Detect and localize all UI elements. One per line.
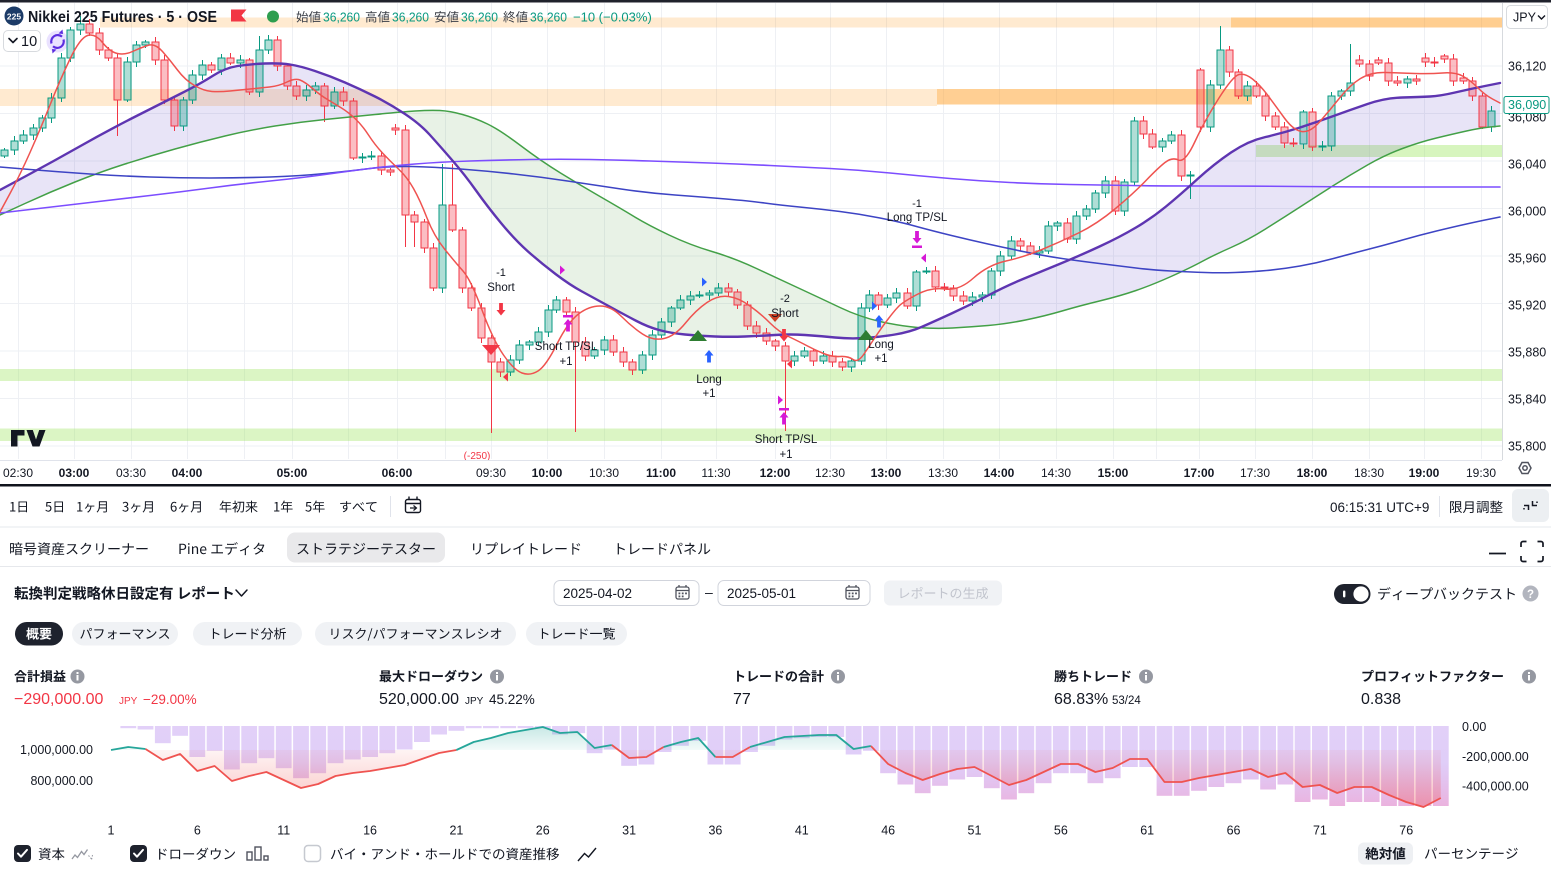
svg-text:+1: +1: [559, 356, 572, 368]
svg-text:36,090: 36,090: [1508, 98, 1546, 112]
svg-text:61: 61: [1140, 824, 1154, 838]
svg-text:05:00: 05:00: [277, 466, 308, 480]
svg-text:Short: Short: [487, 282, 515, 294]
svg-text:46: 46: [881, 824, 895, 838]
svg-text:11:30: 11:30: [701, 466, 730, 480]
svg-text:13:30: 13:30: [928, 466, 958, 480]
svg-text:35,840: 35,840: [1508, 393, 1546, 407]
svg-text:17:30: 17:30: [1240, 466, 1270, 480]
svg-text:Short TP/SL: Short TP/SL: [755, 434, 818, 446]
svg-text:68.83%: 68.83%: [1054, 691, 1108, 708]
svg-text:35,880: 35,880: [1508, 346, 1546, 360]
svg-text:0.838: 0.838: [1361, 691, 1401, 708]
svg-text:6: 6: [194, 824, 201, 838]
svg-text:11:00: 11:00: [646, 466, 676, 480]
svg-text:+1: +1: [779, 449, 792, 461]
svg-text:36,260: 36,260: [461, 10, 498, 25]
svg-text:71: 71: [1313, 824, 1327, 838]
svg-text:36,260: 36,260: [323, 10, 360, 25]
svg-text:45.22%: 45.22%: [489, 692, 535, 707]
svg-text:35,960: 35,960: [1508, 252, 1546, 266]
svg-text:Long: Long: [868, 339, 894, 351]
svg-text:41: 41: [795, 824, 809, 838]
svg-text:03:30: 03:30: [116, 466, 146, 480]
svg-text:12:30: 12:30: [815, 466, 845, 480]
svg-text:-2: -2: [780, 293, 790, 305]
svg-text:Short TP/SL: Short TP/SL: [535, 341, 598, 353]
svg-text:19:30: 19:30: [1466, 466, 1496, 480]
svg-text:2025-04-02: 2025-04-02: [563, 586, 632, 601]
svg-text:04:00: 04:00: [172, 466, 203, 480]
svg-text:53/24: 53/24: [1112, 695, 1141, 707]
svg-text:03:00: 03:00: [59, 466, 90, 480]
svg-text:36,040: 36,040: [1508, 158, 1546, 172]
svg-text:?: ?: [1527, 589, 1534, 601]
svg-text:31: 31: [622, 824, 636, 838]
svg-text:Long: Long: [696, 374, 722, 386]
svg-text:10: 10: [21, 34, 37, 50]
svg-text:Nikkei 225 Futures · 5 · OSE: Nikkei 225 Futures · 5 · OSE: [28, 9, 217, 26]
svg-text:-1: -1: [496, 267, 506, 279]
svg-text:–: –: [705, 584, 713, 600]
svg-text:21: 21: [449, 824, 463, 838]
svg-text:800,000.00: 800,000.00: [30, 774, 93, 788]
svg-text:0.00: 0.00: [1462, 720, 1486, 734]
svg-text:225: 225: [7, 12, 21, 22]
svg-text:02:30: 02:30: [3, 466, 33, 480]
svg-text:19:00: 19:00: [1409, 466, 1440, 480]
svg-text:18:30: 18:30: [1354, 466, 1384, 480]
svg-text:14:00: 14:00: [984, 466, 1015, 480]
svg-text:12:00: 12:00: [760, 466, 791, 480]
svg-text:10:30: 10:30: [589, 466, 619, 480]
svg-text:2025-05-01: 2025-05-01: [727, 586, 796, 601]
svg-text:26: 26: [536, 824, 550, 838]
svg-text:1,000,000.00: 1,000,000.00: [20, 743, 93, 757]
svg-text:Long TP/SL: Long TP/SL: [887, 212, 948, 224]
svg-text:JPY: JPY: [119, 696, 138, 707]
svg-text:16: 16: [363, 824, 377, 838]
svg-text:14:30: 14:30: [1041, 466, 1071, 480]
svg-text:06:00: 06:00: [382, 466, 413, 480]
svg-text:1: 1: [108, 824, 115, 838]
svg-text:520,000.00: 520,000.00: [379, 691, 459, 708]
svg-text:36,120: 36,120: [1508, 60, 1546, 74]
svg-text:36,260: 36,260: [530, 10, 567, 25]
svg-text:10:00: 10:00: [532, 466, 563, 480]
svg-text:06:15:31 UTC+9: 06:15:31 UTC+9: [1330, 500, 1429, 515]
svg-text:Short: Short: [771, 308, 799, 320]
svg-text:76: 76: [1399, 824, 1413, 838]
svg-text:17:00: 17:00: [1184, 466, 1215, 480]
svg-text:-400,000.00: -400,000.00: [1462, 780, 1529, 794]
svg-text:-200,000.00: -200,000.00: [1462, 750, 1529, 764]
svg-text:+1: +1: [874, 353, 887, 365]
svg-text:15:00: 15:00: [1098, 466, 1129, 480]
svg-text:36,000: 36,000: [1508, 205, 1546, 219]
svg-text:−10 (−0.03%): −10 (−0.03%): [573, 10, 652, 25]
svg-text:36: 36: [708, 824, 722, 838]
svg-text:11: 11: [277, 824, 290, 838]
svg-text:13:00: 13:00: [871, 466, 902, 480]
svg-text:−29.00%: −29.00%: [143, 692, 197, 707]
svg-text:JPY: JPY: [465, 696, 484, 707]
svg-text:35,800: 35,800: [1508, 440, 1546, 454]
svg-text:77: 77: [733, 691, 751, 708]
svg-text:−290,000.00: −290,000.00: [14, 691, 104, 708]
svg-text:(-250): (-250): [464, 451, 491, 462]
svg-text:51: 51: [968, 824, 982, 838]
svg-text:+1: +1: [702, 388, 715, 400]
svg-text:09:30: 09:30: [476, 466, 506, 480]
svg-text:36,260: 36,260: [392, 10, 429, 25]
svg-text:18:00: 18:00: [1297, 466, 1328, 480]
svg-text:JPY: JPY: [1513, 11, 1537, 25]
svg-text:56: 56: [1054, 824, 1068, 838]
svg-text:-1: -1: [912, 198, 922, 210]
svg-text:66: 66: [1227, 824, 1241, 838]
svg-text:35,920: 35,920: [1508, 299, 1546, 313]
